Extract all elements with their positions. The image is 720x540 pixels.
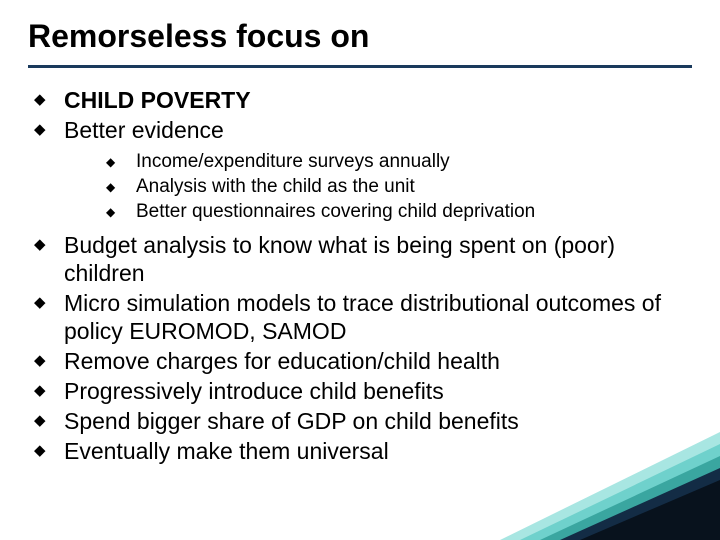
list-item-text: Analysis with the child as the unit	[136, 175, 415, 199]
corner-shape	[540, 456, 720, 540]
diamond-icon: ◆	[106, 175, 136, 199]
list-item: ◆ Analysis with the child as the unit	[106, 175, 692, 199]
list-item-text: Remove charges for education/child healt…	[64, 347, 500, 375]
corner-shape	[580, 480, 720, 540]
diamond-icon: ◆	[34, 407, 64, 435]
list-item-text: Micro simulation models to trace distrib…	[64, 289, 692, 345]
list-item-text: Progressively introduce child benefits	[64, 377, 444, 405]
diamond-icon: ◆	[34, 116, 64, 144]
corner-shape	[560, 468, 720, 540]
list-item: ◆ Micro simulation models to trace distr…	[34, 289, 692, 345]
list-item-text: Income/expenditure surveys annually	[136, 150, 450, 174]
list-item-text: Eventually make them universal	[64, 437, 389, 465]
list-item: ◆ Income/expenditure surveys annually	[106, 150, 692, 174]
diamond-icon: ◆	[34, 289, 64, 317]
list-item: ◆ Better evidence	[34, 116, 692, 144]
list-item: ◆ CHILD POVERTY	[34, 86, 692, 114]
list-item-text: Budget analysis to know what is being sp…	[64, 231, 692, 287]
diamond-icon: ◆	[34, 437, 64, 465]
diamond-icon: ◆	[34, 86, 64, 114]
list-item-text: CHILD POVERTY	[64, 86, 251, 114]
list-item-text: Spend bigger share of GDP on child benef…	[64, 407, 519, 435]
list-item: ◆ Budget analysis to know what is being …	[34, 231, 692, 287]
list-item: ◆ Better questionnaires covering child d…	[106, 200, 692, 224]
slide: Remorseless focus on ◆ CHILD POVERTY ◆ B…	[0, 0, 720, 465]
list-item: ◆ Eventually make them universal	[34, 437, 692, 465]
diamond-icon: ◆	[34, 377, 64, 405]
slide-title: Remorseless focus on	[28, 18, 692, 65]
slide-content: ◆ CHILD POVERTY ◆ Better evidence ◆ Inco…	[28, 86, 692, 465]
list-item: ◆ Spend bigger share of GDP on child ben…	[34, 407, 692, 435]
list-item-text: Better evidence	[64, 116, 224, 144]
list-item-text: Better questionnaires covering child dep…	[136, 200, 535, 224]
diamond-icon: ◆	[34, 231, 64, 259]
diamond-icon: ◆	[106, 150, 136, 174]
diamond-icon: ◆	[34, 347, 64, 375]
diamond-icon: ◆	[106, 200, 136, 224]
list-item: ◆ Progressively introduce child benefits	[34, 377, 692, 405]
title-rule	[28, 65, 692, 68]
sub-list: ◆ Income/expenditure surveys annually ◆ …	[34, 146, 692, 231]
list-item: ◆ Remove charges for education/child hea…	[34, 347, 692, 375]
